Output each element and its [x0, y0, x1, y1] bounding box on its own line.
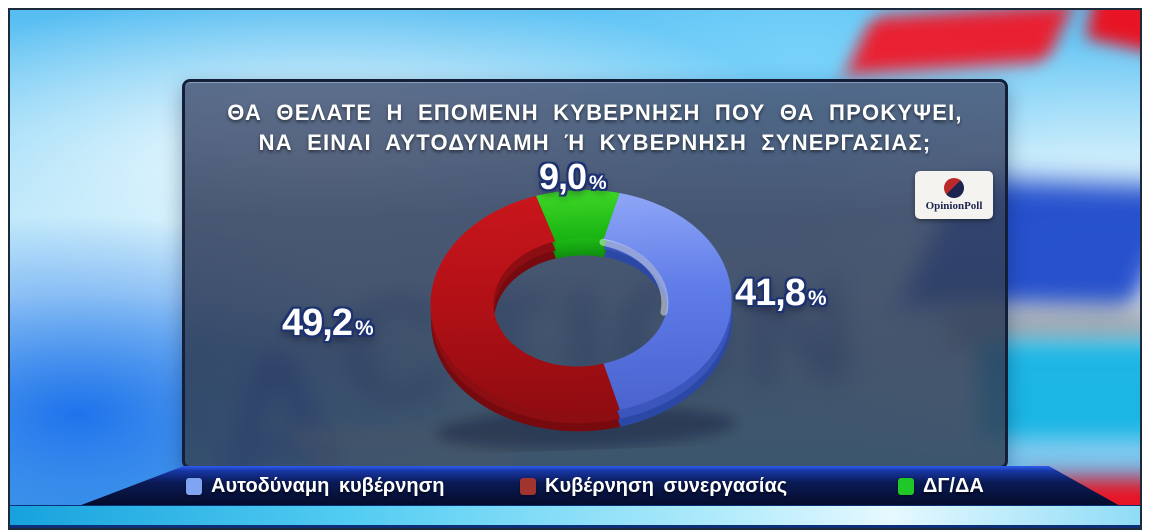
poll-panel: ΘΑ ΘΕΛΑΤΕ Η ΕΠΟΜΕΝΗ ΚΥΒΕΡΝΗΣΗ ΠΟΥ ΘΑ ΠΡΟ…: [182, 79, 1008, 469]
value-red: 49,2: [282, 302, 353, 344]
background-red-shape: [1085, 10, 1140, 57]
donut-faces: [430, 189, 732, 415]
poll-question-line2: ΝΑ ΕΙΝΑΙ ΑΥΤΟΔΥΝΑΜΗ Ή ΚΥΒΕΡΝΗΣΗ ΣΥΝΕΡΓΑΣ…: [258, 130, 932, 155]
bottom-navy-strip: [10, 525, 1140, 528]
legend-label: Κυβέρνηση συνεργασίας: [545, 475, 788, 497]
donut-chart: [430, 189, 736, 449]
tv-graphic-stage: A CTION ΘΑ ΘΕΛΑΤΕ Η ΕΠΟΜΕΝΗ ΚΥΒΕΡΝΗΣΗ ΠΟ…: [8, 8, 1142, 530]
value-blue: 41,8: [735, 272, 806, 314]
slice-red: [430, 195, 620, 415]
legend-swatch-blue: [186, 478, 202, 495]
legend-label: ΔΓ/ΔΑ: [923, 475, 984, 497]
poll-question-line1: ΘΑ ΘΕΛΑΤΕ Η ΕΠΟΜΕΝΗ ΚΥΒΕΡΝΗΣΗ ΠΟΥ ΘΑ ΠΡΟ…: [227, 100, 963, 125]
value-label-green: 9,0%: [539, 156, 607, 198]
percent-sign: %: [354, 317, 374, 340]
blue-inner-highlight: [599, 238, 669, 316]
opinionpoll-logo-text: OpinionPoll: [925, 200, 983, 212]
legend-item-autodynami: Αυτοδύναμη κυβέρνηση: [186, 475, 445, 498]
percent-sign: %: [589, 172, 607, 194]
bottom-cyan-strip: [10, 505, 1140, 525]
legend-item-synergasias: Κυβέρνηση συνεργασίας: [520, 475, 787, 498]
opinionpoll-logo-icon: [944, 178, 964, 198]
slice-green-inner-wall: [555, 237, 604, 259]
poll-question: ΘΑ ΘΕΛΑΤΕ Η ΕΠΟΜΕΝΗ ΚΥΒΕΡΝΗΣΗ ΠΟΥ ΘΑ ΠΡΟ…: [185, 98, 1005, 158]
value-green: 9,0: [539, 156, 587, 197]
legend-swatch-green: [898, 478, 914, 495]
opinionpoll-logo: OpinionPoll: [915, 171, 993, 219]
legend-label: Αυτοδύναμη κυβέρνηση: [211, 475, 445, 497]
slice-blue: [603, 193, 732, 410]
legend-item-dgda: ΔΓ/ΔΑ: [898, 475, 984, 498]
legend-bar: Αυτοδύναμη κυβέρνηση Κυβέρνηση συνεργασί…: [76, 466, 1122, 507]
value-label-red: 49,2%: [282, 302, 374, 345]
slice-green: [536, 189, 620, 242]
value-label-blue: 41,8%: [735, 272, 827, 315]
percent-sign: %: [807, 287, 827, 310]
background-red-shape: [845, 10, 1074, 75]
legend-swatch-red: [520, 478, 536, 495]
